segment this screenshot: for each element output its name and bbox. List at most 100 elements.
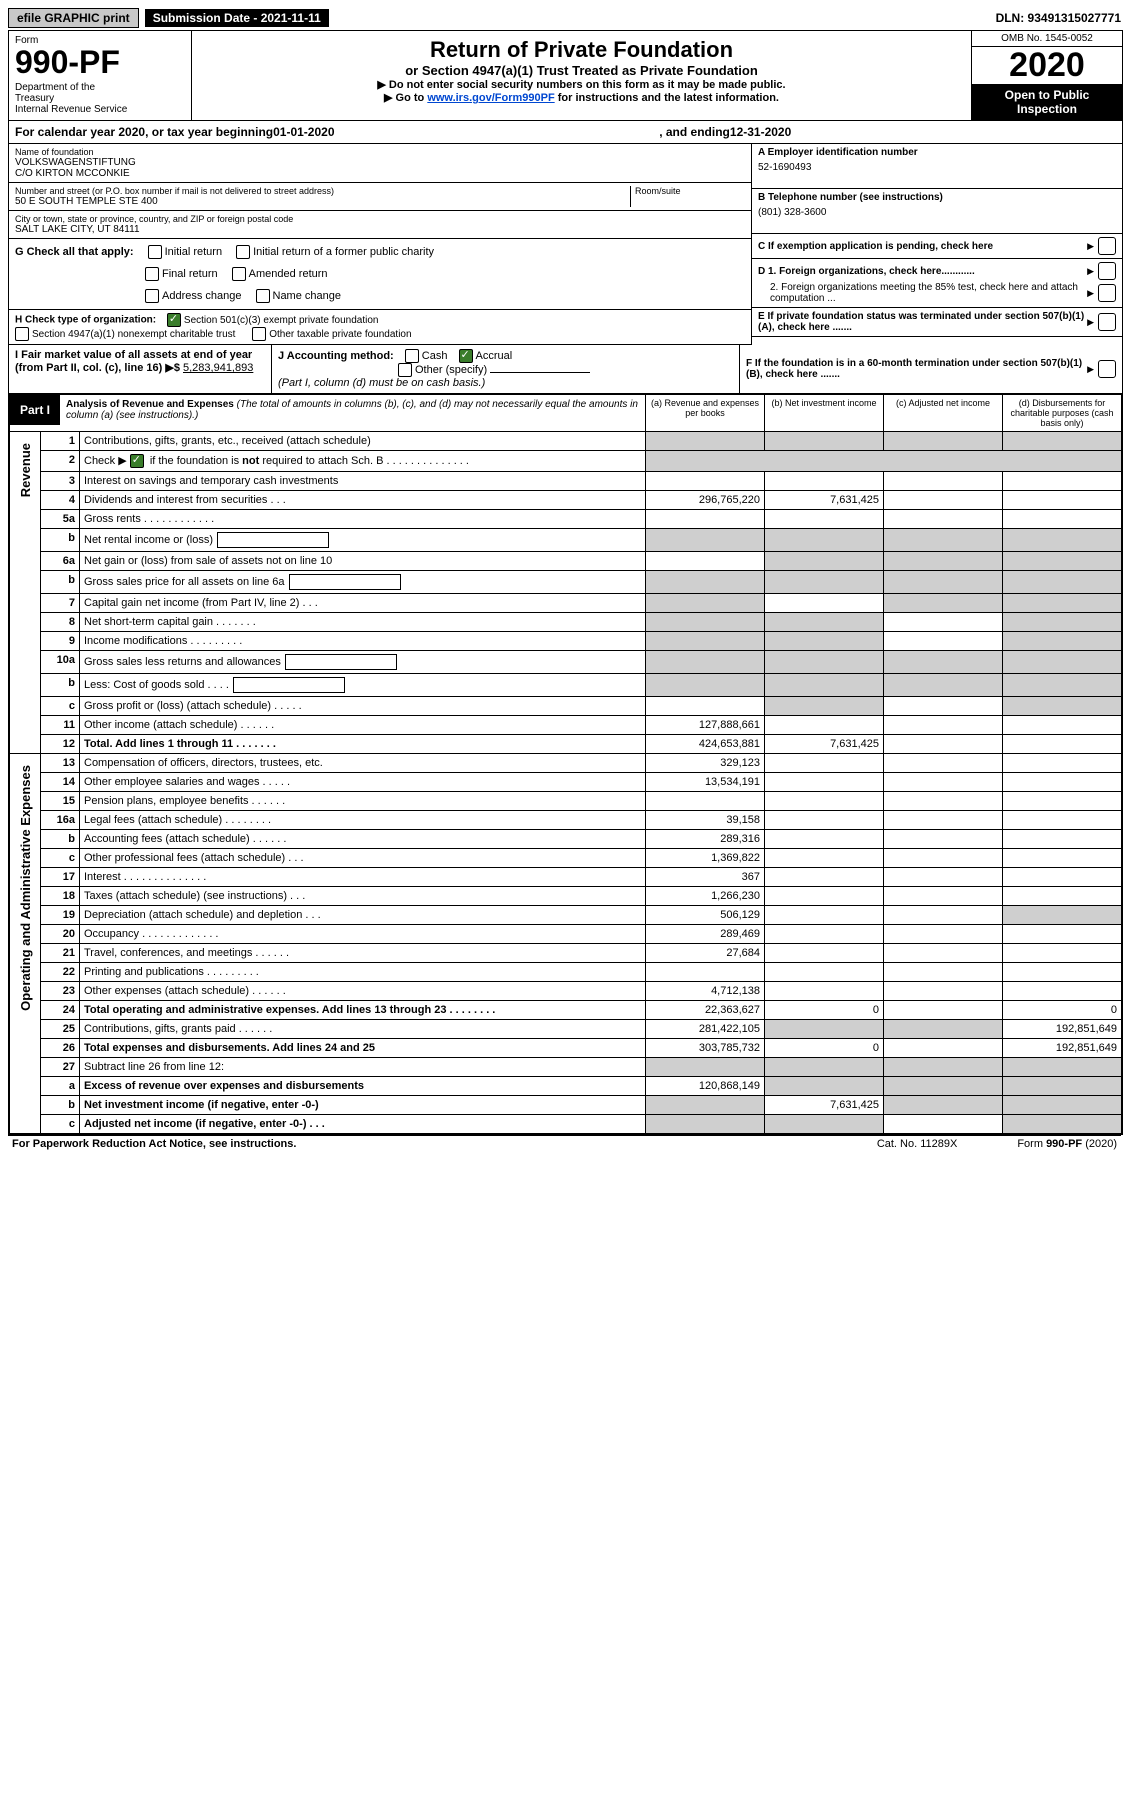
line-desc: Compensation of officers, directors, tru… — [80, 754, 646, 773]
amount-cell — [884, 735, 1003, 754]
amount-cell — [1003, 773, 1122, 792]
name-block: Name of foundation VOLKSWAGENSTIFTUNG C/… — [9, 144, 751, 183]
amount-cell — [765, 906, 884, 925]
chk-initial[interactable] — [148, 245, 162, 259]
chk-schb[interactable] — [130, 454, 144, 468]
line-number: 26 — [41, 1039, 80, 1058]
line-number: 19 — [41, 906, 80, 925]
chk-4947[interactable] — [15, 327, 29, 341]
amount-cell — [884, 632, 1003, 651]
amount-cell — [884, 571, 1003, 594]
amount-cell — [1003, 697, 1122, 716]
amount-cell — [884, 811, 1003, 830]
chk-amended[interactable] — [232, 267, 246, 281]
amount-cell — [884, 472, 1003, 491]
inline-amount-box — [289, 574, 401, 590]
amount-cell — [1003, 849, 1122, 868]
inline-amount-box — [233, 677, 345, 693]
form-url-link[interactable]: www.irs.gov/Form990PF — [427, 92, 554, 104]
amount-cell — [1003, 716, 1122, 735]
amount-cell — [1003, 906, 1122, 925]
ein-block: A Employer identification number 52-1690… — [752, 144, 1122, 189]
j-note: (Part I, column (d) must be on cash basi… — [278, 377, 485, 389]
chk-accrual[interactable] — [459, 349, 473, 363]
tel-block: B Telephone number (see instructions) (8… — [752, 189, 1122, 234]
part1-desc: Analysis of Revenue and Expenses (The to… — [60, 395, 645, 425]
amount-cell — [646, 510, 765, 529]
c-label: C If exemption application is pending, c… — [758, 241, 1087, 252]
amount-cell — [646, 792, 765, 811]
line-desc: Adjusted net income (if negative, enter … — [80, 1115, 646, 1134]
amount-cell — [884, 1001, 1003, 1020]
city-value: SALT LAKE CITY, UT 84111 — [15, 224, 745, 235]
amount-cell — [765, 963, 884, 982]
section-label: Operating and Administrative Expenses — [10, 754, 41, 1134]
line-number: 10a — [41, 651, 80, 674]
chk-namechange[interactable] — [256, 289, 270, 303]
table-row: bNet rental income or (loss) — [10, 529, 1122, 552]
amount-cell — [1003, 594, 1122, 613]
chk-f[interactable] — [1098, 360, 1116, 378]
line-desc: Legal fees (attach schedule) . . . . . .… — [80, 811, 646, 830]
chk-initial-former[interactable] — [236, 245, 250, 259]
amount-cell — [1003, 510, 1122, 529]
amount-cell — [884, 1039, 1003, 1058]
amount-cell — [765, 432, 884, 451]
chk-addrchange[interactable] — [145, 289, 159, 303]
h-other: Other taxable private foundation — [269, 329, 411, 340]
line-number: 5a — [41, 510, 80, 529]
j-cash: Cash — [422, 350, 448, 362]
amount-cell — [1003, 1058, 1122, 1077]
chk-c[interactable] — [1098, 237, 1116, 255]
amount-cell — [765, 792, 884, 811]
table-row: 14Other employee salaries and wages . . … — [10, 773, 1122, 792]
amount-cell: 289,469 — [646, 925, 765, 944]
amount-cell — [884, 925, 1003, 944]
merged-grey — [646, 451, 1122, 472]
line-desc: Occupancy . . . . . . . . . . . . . — [80, 925, 646, 944]
line-number: c — [41, 1115, 80, 1134]
amount-cell — [765, 552, 884, 571]
amount-cell: 0 — [765, 1039, 884, 1058]
line-number: b — [41, 1096, 80, 1115]
table-row: 16aLegal fees (attach schedule) . . . . … — [10, 811, 1122, 830]
line-number: 9 — [41, 632, 80, 651]
line-desc: Interest . . . . . . . . . . . . . . — [80, 868, 646, 887]
chk-501c3[interactable] — [167, 313, 181, 327]
amount-cell: 303,785,732 — [646, 1039, 765, 1058]
amount-cell: 22,363,627 — [646, 1001, 765, 1020]
col-c-header: (c) Adjusted net income — [884, 395, 1003, 432]
table-row: 7Capital gain net income (from Part IV, … — [10, 594, 1122, 613]
amount-cell: 192,851,649 — [1003, 1020, 1122, 1039]
arrow-icon: ▶ — [1087, 364, 1094, 375]
chk-d2[interactable] — [1098, 284, 1116, 302]
chk-other-tax[interactable] — [252, 327, 266, 341]
chk-e[interactable] — [1098, 313, 1116, 331]
amount-cell — [765, 1020, 884, 1039]
amount-cell — [884, 510, 1003, 529]
dln: DLN: 93491315027771 — [996, 11, 1121, 25]
line-desc: Gross sales less returns and allowances — [80, 651, 646, 674]
info-right: A Employer identification number 52-1690… — [751, 144, 1122, 345]
table-row: aExcess of revenue over expenses and dis… — [10, 1077, 1122, 1096]
amount-cell — [884, 491, 1003, 510]
amount-cell — [884, 830, 1003, 849]
amount-cell — [646, 651, 765, 674]
chk-cash[interactable] — [405, 349, 419, 363]
amount-cell — [765, 830, 884, 849]
table-row: 15Pension plans, employee benefits . . .… — [10, 792, 1122, 811]
form-number: 990-PF — [15, 46, 185, 78]
amount-cell — [646, 613, 765, 632]
tax-year: 2020 — [972, 47, 1122, 84]
chk-final[interactable] — [145, 267, 159, 281]
amount-cell — [884, 963, 1003, 982]
address-block: Number and street (or P.O. box number if… — [9, 183, 751, 211]
chk-d1[interactable] — [1098, 262, 1116, 280]
table-row: 23Other expenses (attach schedule) . . .… — [10, 982, 1122, 1001]
efile-btn[interactable]: efile GRAPHIC print — [8, 8, 139, 28]
calendar-year-row: For calendar year 2020, or tax year begi… — [9, 121, 1122, 144]
chk-other-acct[interactable] — [398, 363, 412, 377]
amount-cell — [1003, 491, 1122, 510]
amount-cell — [765, 472, 884, 491]
amount-cell — [884, 792, 1003, 811]
